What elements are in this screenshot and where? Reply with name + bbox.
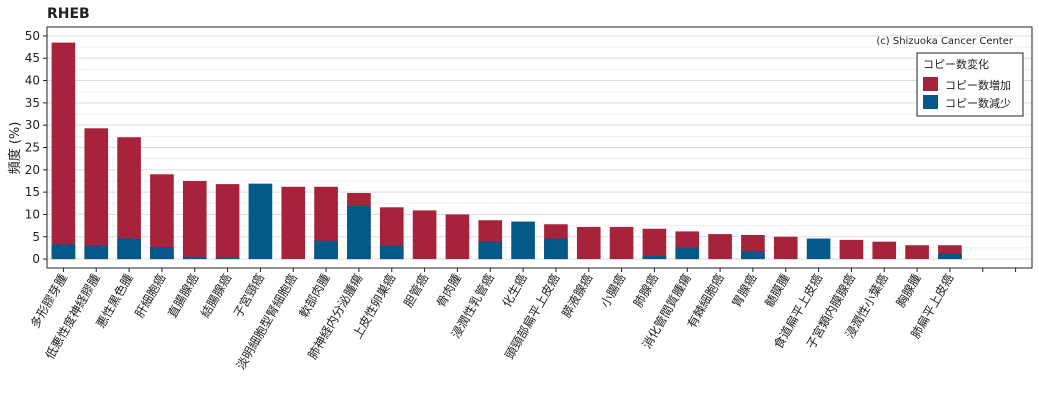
bar-gain [642,228,667,260]
bar-loss [544,238,568,260]
x-tick-label: 胸腺腫 [893,271,924,310]
bar-loss [642,255,667,260]
x-tick-label: 胃腺癌 [729,271,760,310]
bar-gain [182,180,207,260]
legend-title: コピー数変化 [923,57,989,71]
legend: コピー数変化 コピー数増加 コピー数減少 [916,52,1024,117]
bar-gain [150,174,174,260]
y-tick-label: 50 [25,29,40,43]
legend-swatch-gain [923,77,938,91]
bar-gain [445,214,470,260]
x-tick-label: 子宮頸癌 [230,271,267,320]
y-tick-label: 20 [25,163,40,177]
bar-loss [248,183,273,260]
bar-gain [412,210,437,260]
y-tick-label: 0 [32,252,40,266]
y-axis-label: 頻度 (%) [7,122,23,175]
y-axis: 0 5 10 15 20 25 30 35 40 45 50 [25,29,47,266]
bar-gain [281,186,306,260]
x-tick-label: 膵液腺癌 [558,271,595,320]
grid-lines [47,35,1032,260]
x-tick-label: 髄膜腫 [761,271,792,310]
bar-gain [708,234,732,260]
bar-loss [379,245,404,260]
x-tick-label: 骨肉腫 [434,272,464,310]
chart-title: RHEB [47,6,90,22]
x-tick-label: 結腸腺癌 [197,271,234,320]
bar-gain [839,239,864,260]
bar-loss [215,257,240,260]
y-tick-label: 25 [25,141,40,155]
bar-loss [51,244,76,260]
bar-gain [609,226,634,260]
y-tick-label: 35 [25,96,40,110]
y-tick-label: 30 [25,118,40,132]
bar-loss [182,256,207,260]
legend-swatch-loss [923,95,938,109]
bar-gain [51,42,76,260]
x-tick-label: 胆管癌 [400,271,431,310]
x-tick-label: 肝細胞癌 [132,271,169,320]
x-tick-label: 小腸癌 [597,271,628,310]
copyright-text: (c) Shizuoka Cancer Center [876,36,1014,47]
x-tick-label: 化生癌 [499,271,530,310]
bar-loss [806,238,831,260]
bar-gain [773,236,798,260]
bar-loss [938,253,962,260]
bar-gain [576,226,601,260]
bar-gain [84,128,109,260]
legend-label-gain: コピー数増加 [945,79,1011,92]
x-tick-label: 軟部肉腫 [296,271,333,320]
legend-label-loss: コピー数減少 [945,96,1011,110]
bar-loss [675,247,700,260]
bar-loss [84,245,109,260]
bar-loss [511,221,535,260]
x-tick-label: 直腸腺癌 [164,271,201,320]
bar-loss [117,238,141,260]
bar-loss [150,247,174,260]
bars [51,42,962,260]
bar-gain [215,184,240,260]
x-axis: 多形膠芽腫低悪性度神経膠腫悪性黒色腫肝細胞癌直腸腺癌結腸腺癌子宮頸癌淡明細胞型腎… [28,268,1017,372]
bar-loss [314,240,338,260]
bar-gain [872,241,897,260]
y-tick-label: 40 [25,74,40,88]
y-tick-label: 15 [25,185,40,199]
x-tick-label: 淡明細胞型腎細胞癌 [233,271,300,372]
y-tick-label: 5 [32,230,40,244]
y-tick-label: 10 [25,207,40,221]
bar-gain [117,137,141,260]
bar-loss [478,241,503,260]
bar-loss [741,251,765,260]
bar-gain [905,245,929,260]
bar-loss [347,205,371,260]
x-tick-label: 肺腺癌 [630,271,661,310]
y-tick-label: 45 [25,51,40,65]
